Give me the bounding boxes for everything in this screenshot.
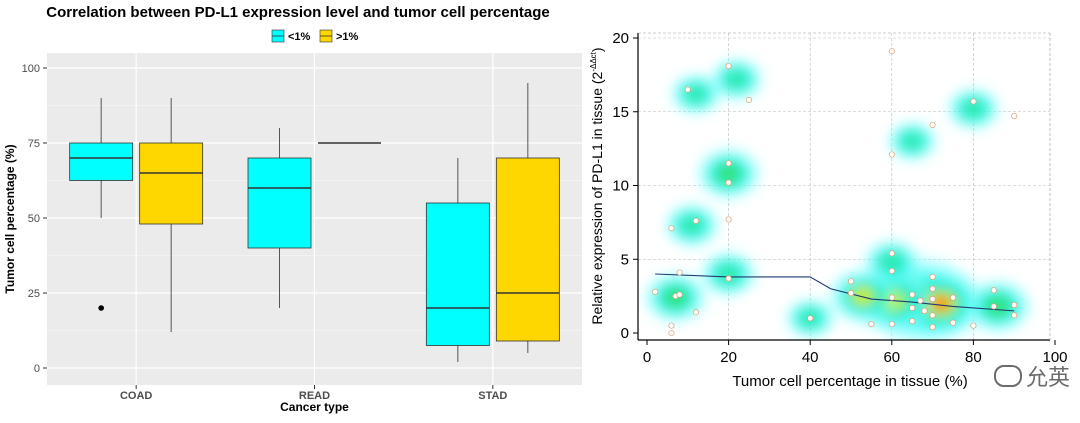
wechat-icon (993, 365, 1022, 387)
data-point (1011, 301, 1018, 309)
data-point (949, 294, 957, 301)
data-point (888, 151, 895, 158)
scatter-panel: 0 20 40 60 80 100 0 5 10 15 20 Tumor cell percentag… (589, 0, 1080, 418)
data-point (990, 287, 997, 294)
y-tick-label: 0 (34, 363, 40, 375)
y-tick-label: 5 (621, 251, 629, 268)
density-blob (680, 216, 704, 235)
data-point (929, 324, 936, 331)
data-point (921, 307, 928, 314)
data-point (1011, 312, 1018, 319)
data-point (725, 275, 732, 282)
data-point (668, 225, 675, 232)
density-blob (962, 99, 985, 118)
data-point (692, 309, 700, 316)
boxplot-panel: 0 25 50 75 100 COAD READ STAD Correlation betwee… (3, 4, 582, 414)
data-point (668, 329, 675, 337)
data-point (909, 291, 916, 298)
data-point (725, 62, 732, 70)
data-point (909, 304, 916, 311)
data-point (676, 291, 683, 298)
chart-title: Correlation between PD-L1 expression lev… (46, 4, 549, 21)
data-point (868, 321, 875, 328)
data-point (652, 288, 659, 295)
data-point (725, 160, 732, 167)
data-point (909, 318, 916, 325)
y-tick-label: 20 (612, 30, 629, 47)
x-tick-label: 40 (802, 349, 819, 366)
data-point (888, 321, 895, 328)
x-tick-label: COAD (120, 390, 152, 402)
data-point (929, 121, 936, 129)
outlier-point (98, 305, 104, 311)
data-point (847, 290, 855, 297)
box-COAD-lt1 (69, 98, 134, 311)
data-point (668, 322, 675, 329)
x-tick-label: 20 (720, 349, 737, 366)
watermark-text: 允英 (1025, 365, 1070, 390)
data-point (692, 217, 700, 224)
density-blob (852, 287, 874, 305)
data-point (929, 296, 936, 303)
box-body (425, 202, 490, 346)
y-tick-label: 50 (28, 213, 40, 225)
x-axis-label: Tumor cell percentage in tissue (%) (732, 373, 967, 390)
boxplot-chart: 0 25 50 75 100 COAD READ STAD Correlation betwee… (3, 4, 582, 414)
box-READ-lt1 (247, 128, 312, 308)
data-point (888, 294, 895, 301)
x-tick-label: READ (299, 390, 330, 402)
box-COAD-gt1 (139, 98, 204, 332)
data-point (676, 269, 683, 276)
data-point (929, 273, 936, 281)
x-tick-label: 100 (1042, 349, 1067, 366)
box-body (139, 142, 204, 225)
data-point (847, 278, 855, 285)
data-point (970, 322, 977, 329)
x-tick-label: 60 (883, 349, 900, 366)
density-blob (902, 133, 923, 150)
data-point (807, 315, 814, 322)
watermark: 允英 (993, 360, 1070, 392)
data-point (888, 250, 895, 257)
density-blob (880, 252, 904, 272)
data-point (1011, 113, 1018, 120)
x-tick-label: 0 (643, 349, 651, 366)
data-point (888, 267, 895, 275)
y-tick-label: 0 (621, 325, 629, 342)
legend-label: >1% (336, 31, 359, 43)
density-blob (983, 294, 1013, 319)
density-blob (714, 162, 743, 185)
box-body (247, 157, 312, 249)
y-axis-label: Relative expression of PD-L1 in tissue (… (590, 47, 605, 324)
y-tick-label: 75 (28, 138, 40, 150)
data-point (684, 86, 691, 93)
data-point (725, 179, 732, 186)
y-tick-label: 15 (612, 104, 629, 121)
data-point (990, 303, 997, 310)
density-blob (725, 70, 748, 89)
y-tick-label: 10 (612, 178, 629, 195)
density-blob (930, 295, 951, 312)
y-tick-label: 100 (22, 63, 40, 75)
x-tick-label: 80 (965, 349, 982, 366)
data-point (745, 96, 753, 104)
data-point (929, 285, 936, 292)
data-point (949, 319, 957, 326)
box-STAD-lt1 (425, 158, 490, 362)
box-body (495, 157, 560, 342)
data-point (929, 312, 936, 319)
box-STAD-gt1 (495, 83, 560, 353)
box-body (69, 142, 134, 181)
y-tick-label: 25 (28, 288, 40, 300)
y-axis-label: Tumor cell percentage (%) (3, 144, 17, 293)
legend-label: <1% (288, 31, 311, 43)
data-point (725, 216, 732, 223)
scatter-density-chart: 0 20 40 60 80 100 0 5 10 15 20 Tumor cell percentag… (589, 30, 1068, 390)
density-blob (716, 264, 741, 284)
data-point (888, 48, 895, 55)
x-axis-label: Cancer type (280, 400, 349, 414)
data-point (970, 98, 977, 105)
x-tick-label: STAD (478, 390, 507, 402)
data-point (917, 297, 924, 304)
